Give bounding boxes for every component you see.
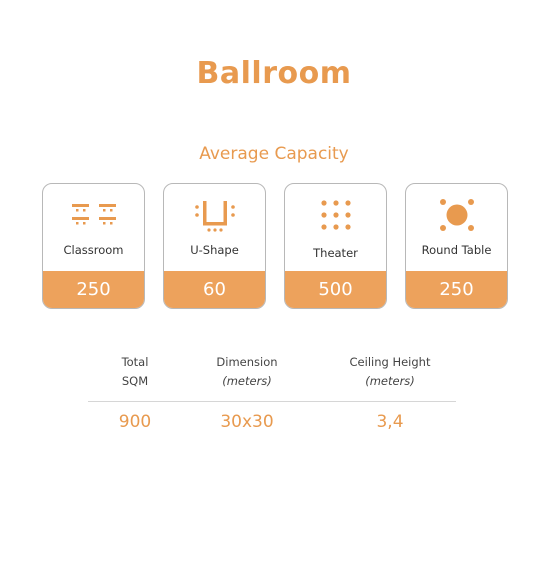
capacity-card-u-shape: U-Shape 60 bbox=[163, 183, 266, 309]
capacity-label: U-Shape bbox=[190, 243, 239, 257]
section-subtitle: Average Capacity bbox=[199, 144, 349, 164]
stat-heading-total-sqm: Total SQM bbox=[95, 353, 175, 391]
stat-value-dimension: 30x30 bbox=[220, 412, 274, 432]
capacity-cards: Classroom 250 U-Shape 60 bbox=[42, 183, 508, 311]
capacity-label: Round Table bbox=[421, 243, 492, 257]
capacity-value: 500 bbox=[285, 271, 386, 308]
stat-heading-line2: SQM bbox=[121, 374, 149, 388]
stat-value-ceiling-height: 3,4 bbox=[376, 412, 404, 432]
round-table-icon bbox=[406, 198, 507, 232]
stat-heading-ceiling-height: Ceiling Height (meters) bbox=[320, 353, 460, 391]
capacity-label: Classroom bbox=[63, 243, 124, 257]
stat-heading-dimension: Dimension (meters) bbox=[192, 353, 302, 391]
stat-heading-line1: Dimension bbox=[216, 355, 278, 369]
capacity-value: 250 bbox=[406, 271, 507, 308]
classroom-icon bbox=[43, 198, 144, 232]
u-shape-icon bbox=[164, 198, 265, 232]
stats-divider bbox=[88, 401, 456, 402]
capacity-card-theater: Theater 500 bbox=[284, 183, 387, 309]
theater-icon bbox=[285, 198, 386, 232]
stat-heading-unit: (meters) bbox=[365, 374, 415, 388]
page-title: Ballroom bbox=[196, 56, 352, 91]
capacity-value: 60 bbox=[164, 271, 265, 308]
capacity-label: Theater bbox=[313, 246, 358, 260]
stat-value-total-sqm: 900 bbox=[118, 412, 152, 432]
stat-heading-line1: Ceiling Height bbox=[349, 355, 431, 369]
stat-heading-line1: Total bbox=[121, 355, 149, 369]
capacity-card-classroom: Classroom 250 bbox=[42, 183, 145, 309]
stat-heading-unit: (meters) bbox=[222, 374, 272, 388]
capacity-card-round-table: Round Table 250 bbox=[405, 183, 508, 309]
capacity-value: 250 bbox=[43, 271, 144, 308]
